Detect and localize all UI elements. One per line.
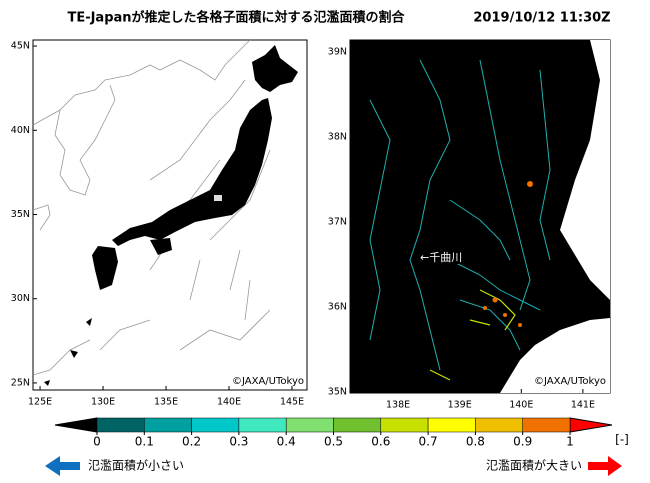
y-tick-label: 36N bbox=[328, 302, 347, 313]
colorbar-tick-label: 0.7 bbox=[419, 435, 438, 449]
x-tick-label: 145E bbox=[280, 397, 304, 408]
y-tick-label: 39N bbox=[328, 46, 347, 57]
x-tick-label: 141E bbox=[571, 400, 595, 411]
left-credit: ©JAXA/UTokyo bbox=[232, 376, 304, 387]
colorbar-tick-label: 0.5 bbox=[324, 435, 343, 449]
y-tick-label: 37N bbox=[328, 217, 347, 228]
title: TE-Japanが推定した各格子面積に対する氾濫面積の割合 bbox=[67, 10, 405, 26]
legend-large: 氾濫面積が大きい bbox=[486, 458, 582, 473]
x-tick-label: 135E bbox=[154, 397, 178, 408]
colorbar-tick-label: 0.2 bbox=[182, 435, 201, 449]
x-tick-label: 140E bbox=[217, 397, 241, 408]
x-tick-label: 130E bbox=[91, 397, 115, 408]
datetime: 2019/10/12 11:30Z bbox=[473, 11, 610, 26]
arrow-right bbox=[588, 456, 622, 476]
colorbar-under bbox=[54, 417, 98, 433]
x-tick-label: 138E bbox=[386, 400, 410, 411]
y-tick-label: 25N bbox=[11, 377, 30, 388]
y-tick-label: 40N bbox=[11, 125, 30, 136]
x-tick-label: 140E bbox=[509, 400, 533, 411]
colorbar-segment bbox=[380, 417, 429, 433]
colorbar-tick-label: 0 bbox=[93, 435, 101, 449]
colorbar-tick-label: 1 bbox=[566, 435, 574, 449]
colorbar-segment bbox=[191, 417, 240, 433]
colorbar-tick-label: 0.1 bbox=[135, 435, 154, 449]
y-tick-label: 38N bbox=[328, 131, 347, 142]
y-tick-label: 45N bbox=[11, 41, 30, 52]
colorbar-tick-label: 0.3 bbox=[229, 435, 248, 449]
y-tick-label: 30N bbox=[11, 293, 30, 304]
colorbar-tick-label: 0.9 bbox=[513, 435, 532, 449]
colorbar-segment bbox=[285, 417, 334, 433]
right-credit: ©JAXA/UTokyo bbox=[534, 376, 606, 387]
colorbar-over bbox=[569, 417, 613, 433]
colorbar-segment bbox=[144, 417, 192, 433]
y-tick-label: 35N bbox=[11, 209, 30, 220]
y-tick-label: 35N bbox=[328, 387, 347, 398]
colorbar-segment bbox=[427, 417, 476, 433]
colorbar-segment bbox=[333, 417, 382, 433]
x-tick-label: 125E bbox=[28, 397, 52, 408]
right-map bbox=[349, 39, 611, 394]
colorbar-segment bbox=[96, 417, 145, 433]
colorbar-segment bbox=[238, 417, 287, 433]
colorbar-tick-label: 0.6 bbox=[371, 435, 390, 449]
legend-small: 氾濫面積が小さい bbox=[88, 458, 184, 473]
colorbar-segment bbox=[522, 417, 571, 433]
x-tick-label: 139E bbox=[448, 400, 472, 411]
annotation: ←千曲川 bbox=[420, 251, 462, 264]
arrow-left bbox=[45, 456, 80, 476]
colorbar-segment bbox=[475, 417, 523, 433]
colorbar-unit: [-] bbox=[615, 433, 629, 447]
colorbar-tick-label: 0.4 bbox=[277, 435, 296, 449]
colorbar-tick-label: 0.8 bbox=[466, 435, 485, 449]
left-map bbox=[32, 39, 308, 391]
